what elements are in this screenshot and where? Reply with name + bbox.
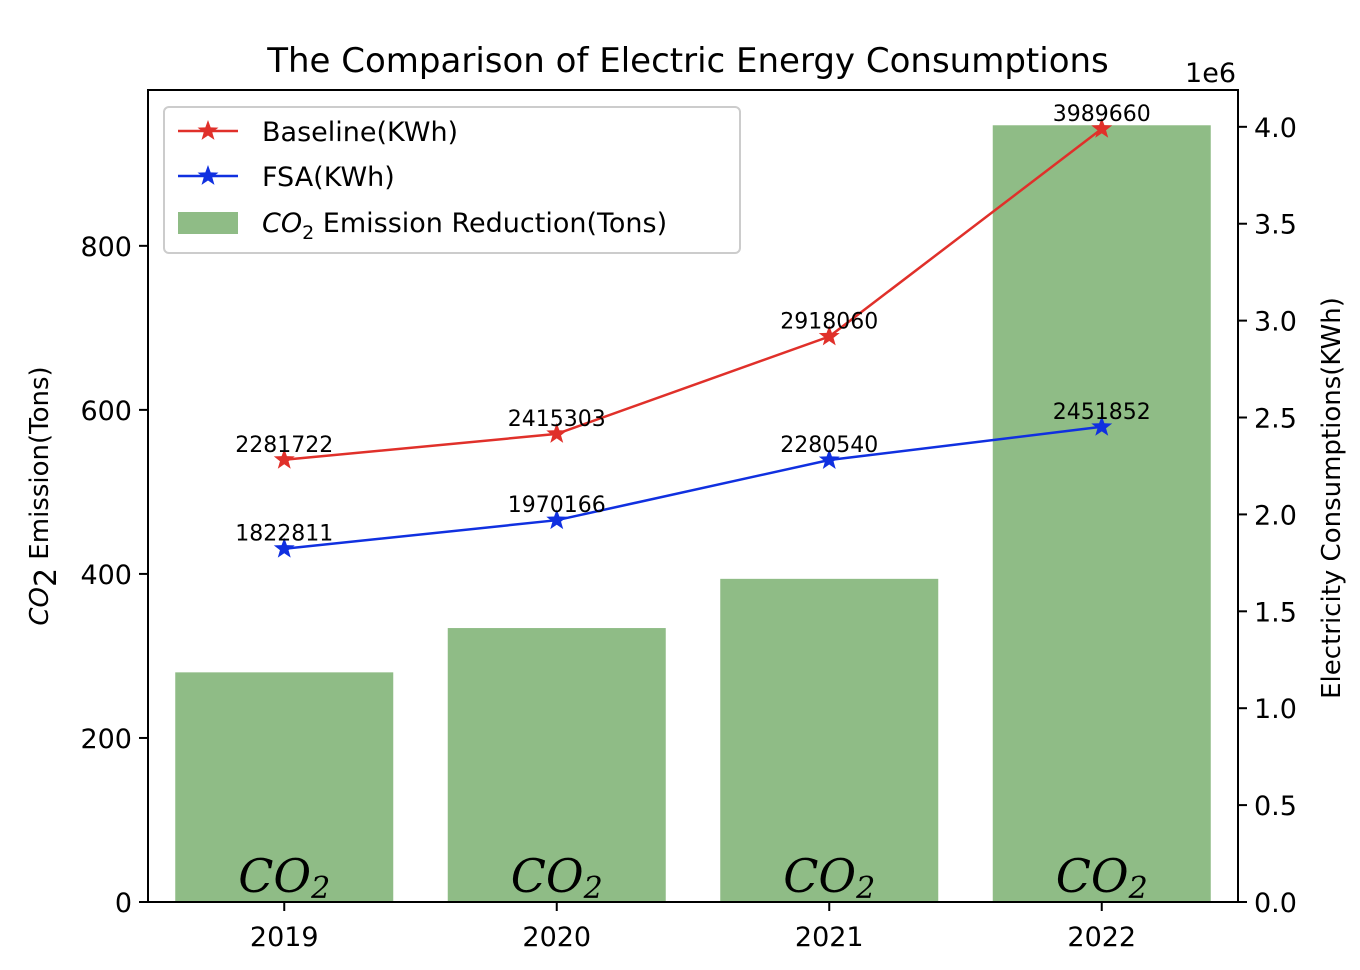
bar-label-2022: CO2 bbox=[1056, 849, 1148, 906]
marker-0-2022 bbox=[1091, 117, 1113, 138]
right-tick-label: 3.5 bbox=[1254, 210, 1297, 241]
data-label-0-2021: 2918060 bbox=[780, 309, 878, 334]
left-tick-label: 0 bbox=[115, 888, 132, 919]
legend-bar-swatch bbox=[178, 212, 238, 234]
marker-0-2021 bbox=[818, 325, 840, 346]
data-label-0-2022: 3989660 bbox=[1053, 102, 1151, 127]
x-tick-label: 2021 bbox=[795, 922, 864, 953]
bar-label-2020: CO2 bbox=[511, 849, 603, 906]
legend-baseline-marker bbox=[197, 120, 219, 140]
data-labels: 2281722 2415303 2918060 3989660 1822811 19701… bbox=[235, 102, 1150, 547]
line-1 bbox=[284, 425, 1102, 550]
x-tick-label: 2019 bbox=[250, 922, 319, 953]
bar-2019 bbox=[175, 672, 394, 902]
marker-0-2019 bbox=[273, 448, 295, 469]
legend-box bbox=[163, 106, 741, 254]
right-tick-label: 4.0 bbox=[1254, 113, 1297, 144]
bar-2021 bbox=[720, 578, 939, 902]
data-label-1-2020: 1970166 bbox=[508, 493, 606, 518]
chart-title: The Comparison of Electric Energy Consum… bbox=[266, 41, 1109, 81]
right-axis-scale-label: 1e6 bbox=[1185, 58, 1236, 89]
x-tick-label: 2020 bbox=[522, 922, 591, 953]
legend-bar-label: CO2 Emission Reduction(Tons) bbox=[262, 208, 667, 244]
bar-label-2021: CO2 bbox=[783, 849, 875, 906]
bar-2020 bbox=[447, 628, 666, 902]
right-tick-label: 0.0 bbox=[1254, 888, 1297, 919]
left-tick-label: 200 bbox=[80, 724, 132, 755]
legend: Baseline(KWh) FSA(KWh) CO2 Emission Redu… bbox=[163, 106, 741, 254]
marker-1-2019 bbox=[273, 537, 295, 558]
line-0 bbox=[284, 127, 1103, 462]
x-axis-ticks: 2019 2020 2021 2022 bbox=[250, 902, 1136, 953]
left-tick-label: 800 bbox=[80, 232, 132, 263]
legend-baseline-label: Baseline(KWh) bbox=[262, 117, 458, 148]
right-tick-label: 1.0 bbox=[1254, 694, 1297, 725]
bar-label-2019: CO2 bbox=[238, 849, 330, 906]
plot-frame bbox=[147, 89, 1239, 903]
marker-0-2020 bbox=[546, 422, 568, 443]
line-series bbox=[273, 117, 1113, 558]
right-tick-label: 0.5 bbox=[1254, 791, 1297, 822]
left-tick-label: 400 bbox=[80, 560, 132, 591]
marker-1-2021 bbox=[818, 449, 840, 469]
right-axis-ticks: 0.0 0.5 1.0 1.5 2.0 2.5 3.0 3.5 4.0 bbox=[1238, 113, 1297, 919]
right-tick-label: 3.0 bbox=[1254, 307, 1297, 338]
data-label-0-2020: 2415303 bbox=[508, 407, 606, 432]
marker-1-2020 bbox=[546, 509, 568, 530]
bar-labels: CO2 CO2 CO2 CO2 bbox=[238, 849, 1148, 906]
data-label-1-2021: 2280540 bbox=[780, 433, 878, 458]
left-tick-label: 600 bbox=[80, 396, 132, 427]
data-label-1-2022: 2451852 bbox=[1053, 400, 1151, 425]
x-tick-label: 2022 bbox=[1067, 922, 1136, 953]
left-axis-label: CO2 Emission(Tons) bbox=[25, 366, 64, 625]
legend-fsa-marker bbox=[197, 165, 219, 185]
data-label-1-2019: 1822811 bbox=[235, 522, 333, 547]
right-axis-label: Electricity Consumptions(KWh) bbox=[1317, 297, 1347, 699]
marker-1-2022 bbox=[1091, 415, 1113, 436]
bar-series bbox=[175, 125, 1211, 903]
right-tick-label: 1.5 bbox=[1254, 597, 1297, 628]
data-label-0-2019: 2281722 bbox=[235, 433, 333, 458]
right-tick-label: 2.0 bbox=[1254, 500, 1297, 531]
right-tick-label: 2.5 bbox=[1254, 404, 1297, 435]
bar-2022 bbox=[992, 125, 1211, 903]
legend-fsa-label: FSA(KWh) bbox=[262, 162, 395, 193]
left-axis-ticks: 0 200 400 600 800 bbox=[80, 232, 148, 919]
